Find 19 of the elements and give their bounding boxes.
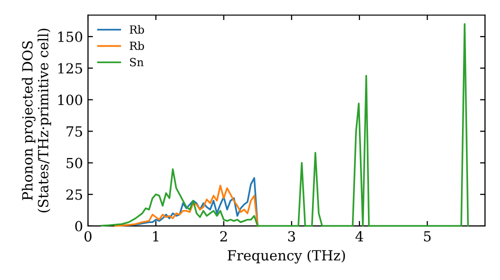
y-axis-title: Phonon projected DOS (States/THz·primitive cell) (22, 28, 52, 212)
x-tick-label: 2 (220, 231, 227, 242)
line-series (100, 23, 469, 227)
x-tick-label: 4 (355, 231, 364, 242)
legend-label: Rb (130, 41, 144, 50)
x-tick-label: 3 (288, 231, 295, 242)
x-tick-label: 5 (424, 231, 431, 242)
y-tick-label: 150 (58, 32, 82, 42)
legend-label: Rb (130, 25, 144, 34)
y-tick-label: 75 (66, 126, 82, 137)
y-tick-label: 100 (58, 94, 82, 106)
y-tick-label: 50 (66, 158, 82, 168)
x-axis-title: Frequency (THz) (228, 250, 345, 264)
y-tick-label: 0 (75, 220, 82, 232)
x-tick-label: 0 (84, 231, 92, 242)
y-tick-label: 25 (66, 189, 82, 200)
legend-label: Sn (130, 58, 144, 66)
x-tick-label: 1 (153, 231, 158, 242)
y-tick-label: 125 (58, 63, 82, 74)
